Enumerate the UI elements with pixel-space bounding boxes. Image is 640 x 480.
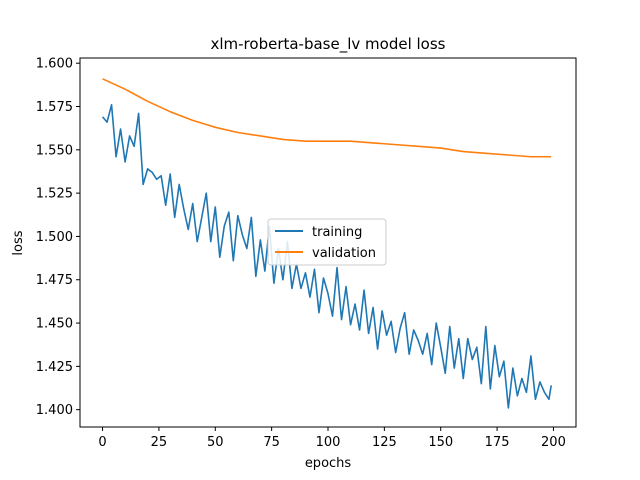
x-tick-label: 175 — [485, 435, 510, 450]
legend: training validation — [267, 218, 387, 266]
y-tick-label: 1.475 — [36, 273, 73, 288]
y-tick-label: 1.500 — [36, 230, 73, 245]
legend-label-training: training — [312, 225, 362, 240]
legend-label-validation: validation — [312, 246, 376, 261]
x-tick-label: 100 — [316, 435, 341, 450]
y-tick-label: 1.450 — [36, 317, 73, 332]
x-tick-label: 0 — [98, 435, 106, 450]
y-tick-label: 1.550 — [36, 143, 73, 158]
y-axis: 1.400 1.425 1.450 1.475 1.500 1.525 1.550 1.575… — [36, 57, 80, 418]
x-tick-label: 25 — [151, 435, 168, 450]
series-line-training — [101, 103, 552, 409]
y-tick-label: 1.400 — [36, 403, 73, 418]
x-axis: 0 25 50 75 100 125 150 175 200 — [98, 427, 566, 450]
x-tick-label: 150 — [428, 435, 453, 450]
y-tick-label: 1.575 — [36, 100, 73, 115]
chart-title: xlm-roberta-base_lv model loss — [210, 35, 445, 54]
series-line-validation — [102, 78, 552, 158]
y-tick-label: 1.525 — [36, 187, 73, 202]
x-axis-label: epochs — [305, 456, 352, 471]
plot-lines — [101, 78, 552, 409]
x-tick-label: 200 — [541, 435, 566, 450]
y-tick-label: 1.600 — [36, 57, 73, 72]
y-tick-label: 1.425 — [36, 360, 73, 375]
x-tick-label: 50 — [207, 435, 224, 450]
y-axis-label: loss — [11, 230, 26, 255]
x-tick-label: 125 — [372, 435, 397, 450]
x-tick-label: 75 — [263, 435, 280, 450]
